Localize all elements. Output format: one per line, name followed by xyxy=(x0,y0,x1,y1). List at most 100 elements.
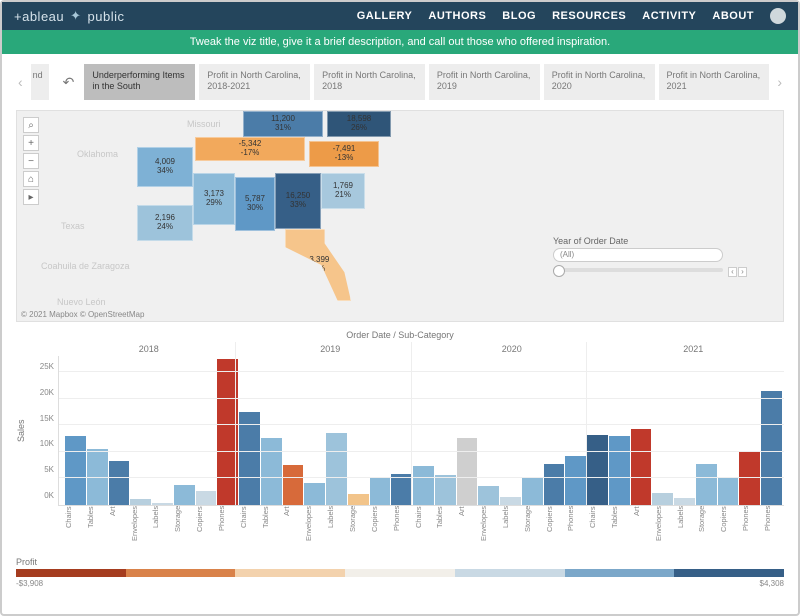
nav-blog[interactable]: BLOG xyxy=(502,10,536,22)
x-tick: Phones xyxy=(392,506,413,543)
profit-legend: Profit -$3,908 $4,308 xyxy=(2,557,798,588)
undo-icon[interactable]: ↶ xyxy=(55,74,79,91)
bar-2020-phones[interactable] xyxy=(565,456,586,505)
bar-2021-storage[interactable] xyxy=(696,464,717,506)
map-search-icon[interactable]: ⌕ xyxy=(23,117,39,133)
legend-color xyxy=(674,569,784,577)
story-tab-partial[interactable]: nd xyxy=(31,64,49,100)
x-tick: Labels xyxy=(676,506,697,543)
y-tick: 15K xyxy=(40,414,54,423)
story-tab-5[interactable]: Profit in North Carolina, 2021 xyxy=(659,64,770,100)
state-louisiana[interactable]: 2,19624% xyxy=(137,205,193,241)
bar-2018-art[interactable] xyxy=(109,461,130,505)
bar-2021-labels[interactable] xyxy=(674,498,695,505)
bar-2018-copiers[interactable] xyxy=(196,491,217,505)
story-tab-1[interactable]: Profit in North Carolina, 2018-2021 xyxy=(199,64,310,100)
state-florida[interactable]: -3,399-4% xyxy=(285,229,351,301)
story-tab-3[interactable]: Profit in North Carolina, 2019 xyxy=(429,64,540,100)
gridline xyxy=(59,477,784,478)
x-tick: Storage xyxy=(348,506,369,543)
map-bg-label: Missouri xyxy=(187,119,221,129)
top-bar: +ableau ✦ public GALLERY AUTHORS BLOG RESOU… xyxy=(2,2,798,30)
map[interactable]: ⌕ + − ⌂ ▸ OklahomaTexasCoahuila de Zarag… xyxy=(16,110,784,322)
nav-gallery[interactable]: GALLERY xyxy=(357,10,413,22)
state-alabama[interactable]: 5,78730% xyxy=(235,177,275,231)
nav-activity[interactable]: ACTIVITY xyxy=(642,10,696,22)
logo[interactable]: +ableau ✦ public xyxy=(14,8,125,24)
x-tick: Phones xyxy=(763,506,784,543)
y-axis: Sales 25K20K15K10K5K0K xyxy=(16,356,58,506)
story-next-icon[interactable]: › xyxy=(775,74,784,90)
bar-2021-art[interactable] xyxy=(631,429,652,505)
year-divider xyxy=(235,342,236,505)
bar-2020-tables[interactable] xyxy=(435,475,456,505)
nav-resources[interactable]: RESOURCES xyxy=(552,10,626,22)
nav-authors[interactable]: AUTHORS xyxy=(428,10,486,22)
bar-2019-art[interactable] xyxy=(283,465,304,505)
bar-2018-labels[interactable] xyxy=(152,503,173,505)
x-tick: Tables xyxy=(86,506,107,543)
year-filter-select[interactable]: (All) xyxy=(553,248,723,262)
story-tab-0[interactable]: Underperforming Items in the South xyxy=(84,64,195,100)
top-nav: GALLERY AUTHORS BLOG RESOURCES ACTIVITY ABOUT xyxy=(357,10,754,22)
bar-2018-storage[interactable] xyxy=(174,485,195,505)
bar-2020-envelopes[interactable] xyxy=(478,486,499,505)
x-tick: Storage xyxy=(523,506,544,543)
bar-2019-chairs[interactable] xyxy=(239,412,260,505)
bar-2019-tables[interactable] xyxy=(261,438,282,505)
x-tick: Storage xyxy=(697,506,718,543)
bar-2020-copiers[interactable] xyxy=(544,464,565,506)
bar-2020-storage[interactable] xyxy=(522,477,543,505)
year-divider xyxy=(411,342,412,505)
state-south-carolina[interactable]: 1,76921% xyxy=(321,173,365,209)
avatar[interactable] xyxy=(770,8,786,24)
chart-bars[interactable] xyxy=(58,356,784,506)
bar-2021-copiers[interactable] xyxy=(718,477,739,505)
y-tick: 10K xyxy=(40,439,54,448)
x-tick: Tables xyxy=(610,506,631,543)
nav-about[interactable]: ABOUT xyxy=(712,10,754,22)
map-bg-label: Coahuila de Zaragoza xyxy=(41,261,130,271)
map-zoom-in-icon[interactable]: + xyxy=(23,135,39,151)
bar-2020-labels[interactable] xyxy=(500,497,521,506)
gridline xyxy=(59,398,784,399)
state-mississippi[interactable]: 3,17329% xyxy=(193,173,235,225)
x-tick: Envelopes xyxy=(304,506,325,543)
x-tick: Tables xyxy=(261,506,282,543)
story-tab-2[interactable]: Profit in North Carolina, 2018 xyxy=(314,64,425,100)
year-filter-label: Year of Order Date xyxy=(553,236,723,246)
map-tools-icon[interactable]: ▸ xyxy=(23,189,39,205)
profit-gradient xyxy=(16,569,784,577)
tip-banner: Tweak the viz title, give it a brief des… xyxy=(2,30,798,54)
bar-2019-envelopes[interactable] xyxy=(304,483,325,505)
bar-2021-phones[interactable] xyxy=(761,391,782,505)
logo-left: +ableau xyxy=(14,9,64,24)
year-next-icon[interactable]: › xyxy=(738,267,747,277)
state-tennessee[interactable]: -5,342-17% xyxy=(195,137,305,161)
chart-title: Order Date / Sub-Category xyxy=(16,328,784,342)
bar-2019-storage[interactable] xyxy=(348,494,369,505)
x-tick: Chairs xyxy=(414,506,435,543)
state-kentucky[interactable]: 11,20031% xyxy=(243,111,323,137)
bar-2019-labels[interactable] xyxy=(326,433,347,505)
story-prev-icon[interactable]: ‹ xyxy=(16,74,25,90)
bar-2019-copiers[interactable] xyxy=(370,477,391,505)
bar-2020-art[interactable] xyxy=(457,438,478,505)
story-tab-4[interactable]: Profit in North Carolina, 2020 xyxy=(544,64,655,100)
bar-2019-phones[interactable] xyxy=(391,474,412,505)
year-slider[interactable]: ‹ › xyxy=(553,268,723,272)
bar-2018-chairs[interactable] xyxy=(65,436,86,505)
state-georgia[interactable]: 16,25033% xyxy=(275,173,321,229)
map-zoom-out-icon[interactable]: − xyxy=(23,153,39,169)
bar-2018-envelopes[interactable] xyxy=(130,499,151,505)
bar-2021-envelopes[interactable] xyxy=(652,493,673,505)
bar-2021-chairs[interactable] xyxy=(587,435,608,505)
bar-2021-tables[interactable] xyxy=(609,436,630,505)
year-prev-icon[interactable]: ‹ xyxy=(728,267,737,277)
state-north-carolina[interactable]: -7,491-13% xyxy=(309,141,379,167)
state-arkansas[interactable]: 4,00934% xyxy=(137,147,193,187)
bar-2020-chairs[interactable] xyxy=(413,466,434,505)
map-controls: ⌕ + − ⌂ ▸ xyxy=(23,117,39,205)
state-virginia[interactable]: 18,59826% xyxy=(327,111,391,137)
map-home-icon[interactable]: ⌂ xyxy=(23,171,39,187)
